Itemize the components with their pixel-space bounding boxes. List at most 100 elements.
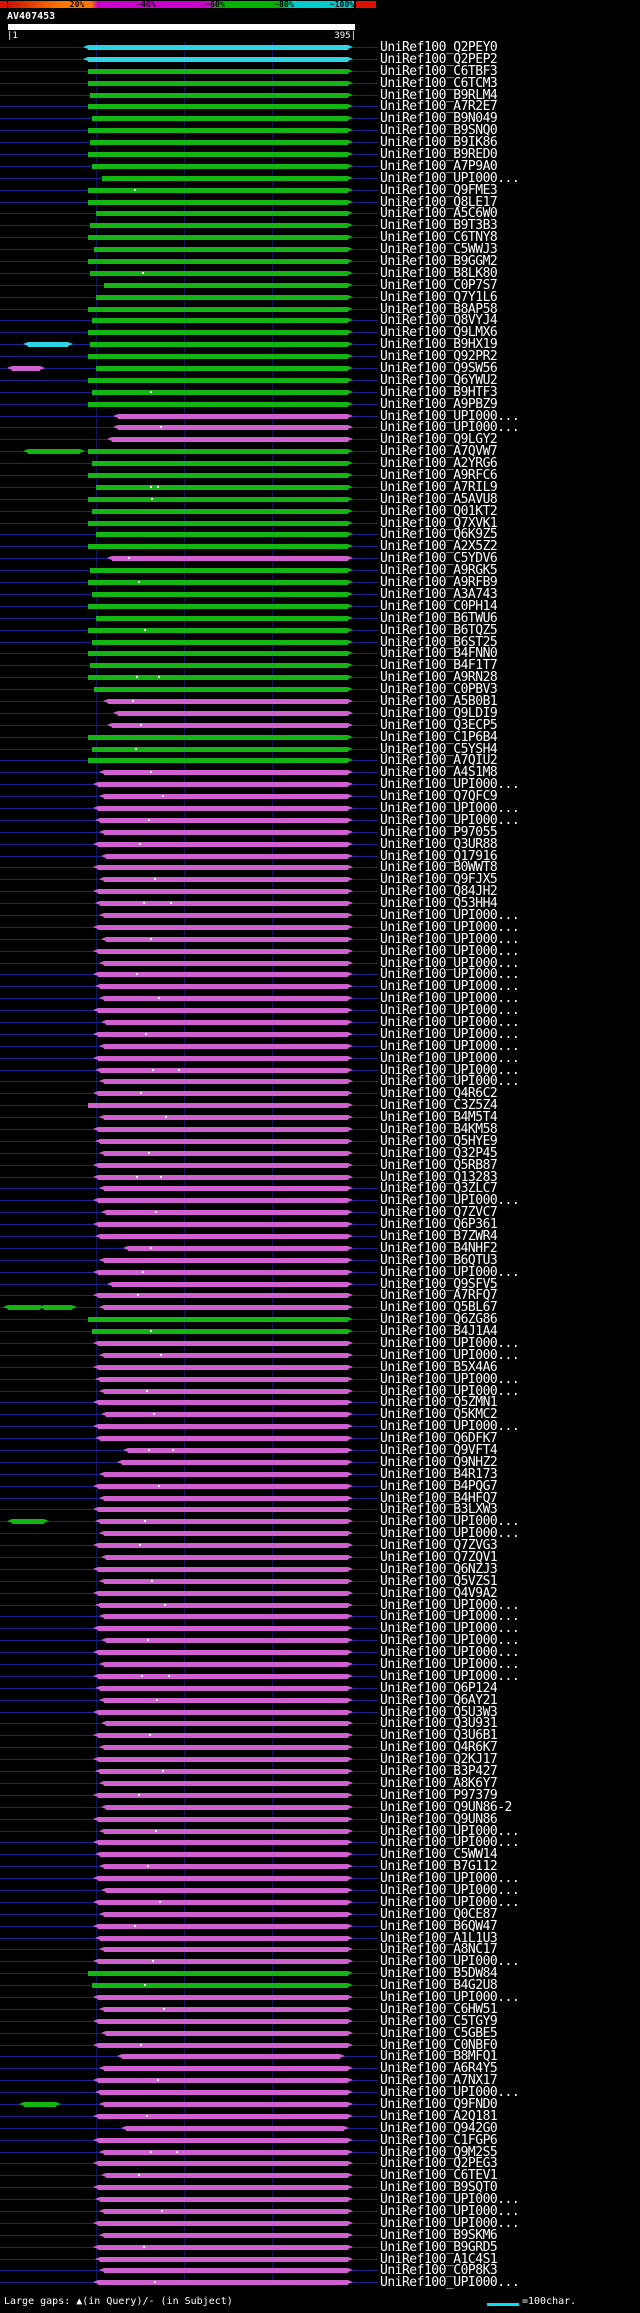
- hit-label[interactable]: UniRef100_C0PBV3: [380, 682, 498, 698]
- hit-bar[interactable]: [104, 1388, 348, 1394]
- hit-label[interactable]: UniRef100_UPI000...: [380, 812, 520, 828]
- hit-label[interactable]: UniRef100_P97379: [380, 1787, 498, 1803]
- hit-label[interactable]: UniRef100_UPI000...: [380, 1989, 520, 2005]
- hit-label[interactable]: UniRef100_B9RED0: [380, 147, 498, 162]
- hit-label[interactable]: UniRef100_B9HTF3: [380, 384, 498, 400]
- hit-label[interactable]: UniRef100_C1P6B4: [380, 729, 498, 745]
- hit-bar[interactable]: [104, 2149, 348, 2155]
- hit-label[interactable]: UniRef100_C5TGY9: [380, 2013, 498, 2029]
- hit-label[interactable]: UniRef100_UPI000...: [380, 1823, 520, 1839]
- hit-bar[interactable]: [108, 698, 348, 704]
- hit-bar[interactable]: [98, 1543, 348, 1549]
- hit-bar[interactable]: [92, 746, 348, 752]
- hit-bar[interactable]: [98, 2137, 348, 2143]
- hit-label[interactable]: UniRef100_A7QIU2: [380, 753, 498, 769]
- hit-label[interactable]: UniRef100_A5C6W0: [380, 206, 498, 222]
- hit-label[interactable]: UniRef100_A9PBZ9: [380, 396, 498, 412]
- hit-label[interactable]: UniRef100_Q942G0: [380, 2120, 498, 2136]
- hit-label[interactable]: UniRef100_UPI000...: [380, 1003, 520, 1019]
- hit-bar[interactable]: [88, 259, 348, 265]
- hit-bar[interactable]: [88, 68, 348, 74]
- hit-bar[interactable]: [98, 1400, 348, 1406]
- hit-bar[interactable]: [104, 1864, 348, 1870]
- hit-label[interactable]: UniRef100_Q7ZQV1: [380, 1550, 498, 1566]
- hit-bar[interactable]: [92, 591, 348, 597]
- hit-bar[interactable]: [92, 1983, 348, 1989]
- hit-label[interactable]: UniRef100_UPI000...: [380, 170, 520, 186]
- hit-label[interactable]: UniRef100_B5DW84: [380, 1966, 498, 1982]
- hit-label[interactable]: UniRef100_UPI000...: [380, 2085, 520, 2101]
- hit-bar[interactable]: [100, 1376, 348, 1382]
- hit-label[interactable]: UniRef100_B9SQT0: [380, 2180, 498, 2196]
- hit-bar[interactable]: [90, 342, 348, 348]
- hit-bar[interactable]: [128, 1448, 348, 1454]
- hit-label[interactable]: UniRef100_Q4R6K7: [380, 1740, 498, 1756]
- hit-label[interactable]: UniRef100_Q4R6C2: [380, 1086, 498, 1102]
- hit-label[interactable]: UniRef100_UPI000...: [380, 1514, 520, 1530]
- hit-bar[interactable]: [104, 1947, 348, 1953]
- hit-label[interactable]: UniRef100_UPI000...: [380, 1264, 520, 1280]
- hit-label[interactable]: UniRef100_C5YSH4: [380, 741, 498, 757]
- hit-label[interactable]: UniRef100_A7R2E7: [380, 99, 498, 115]
- hit-label[interactable]: UniRef100_UPI000...: [380, 1026, 520, 1042]
- hit-label[interactable]: UniRef100_UPI000...: [380, 1609, 520, 1625]
- hit-bar[interactable]: [100, 1935, 348, 1941]
- hit-label[interactable]: UniRef100_UPI000...: [380, 2215, 520, 2231]
- hit-label[interactable]: UniRef100_UPI000...: [380, 800, 520, 816]
- hit-bar[interactable]: [104, 960, 348, 966]
- hit-label[interactable]: UniRef100_C6TCM3: [380, 75, 498, 91]
- hit-label[interactable]: UniRef100_B8MFQ1: [380, 2049, 498, 2065]
- hit-bar[interactable]: [104, 1352, 348, 1358]
- hit-label[interactable]: UniRef100_Q3ZLC7: [380, 1181, 498, 1197]
- hit-label[interactable]: UniRef100_UPI000...: [380, 1668, 520, 1684]
- hit-label[interactable]: UniRef100_Q5U3W3: [380, 1704, 498, 1720]
- hit-bar[interactable]: [98, 1959, 348, 1965]
- hit-label[interactable]: UniRef100_B6QTU3: [380, 1252, 498, 1268]
- hit-bar[interactable]: [98, 1733, 348, 1739]
- hit-bar[interactable]: [90, 92, 348, 98]
- hit-label[interactable]: UniRef100_C5YDV6: [380, 551, 498, 567]
- hit-bar[interactable]: [98, 1626, 348, 1632]
- hit-bar[interactable]: [92, 163, 348, 169]
- hit-label[interactable]: UniRef100_UPI000...: [380, 955, 520, 971]
- hit-bar[interactable]: [96, 484, 348, 490]
- hit-label[interactable]: UniRef100_UPI000...: [380, 1193, 520, 1209]
- hit-bar[interactable]: [106, 2173, 348, 2179]
- hit-bar[interactable]: [122, 2054, 340, 2060]
- hit-bar[interactable]: [98, 782, 348, 788]
- hit-bar[interactable]: [98, 2078, 348, 2084]
- hit-bar[interactable]: [88, 449, 348, 455]
- hit-label[interactable]: UniRef100_C5WWJ3: [380, 242, 498, 258]
- hit-label[interactable]: UniRef100_Q8LE17: [380, 194, 498, 210]
- hit-bar[interactable]: [98, 1341, 348, 1346]
- hit-label[interactable]: UniRef100_UPI000...: [380, 1621, 520, 1637]
- hit-label[interactable]: UniRef100_Q5BL67: [380, 1300, 498, 1316]
- hit-label[interactable]: UniRef100_UPI000...: [380, 1347, 520, 1363]
- hit-bar[interactable]: [88, 128, 348, 134]
- hit-bar[interactable]: [98, 1507, 348, 1513]
- hit-bar[interactable]: [98, 2280, 348, 2286]
- hit-label[interactable]: UniRef100_C5GBE5: [380, 2025, 498, 2041]
- hit-bar[interactable]: [98, 948, 348, 954]
- hit-bar[interactable]: [106, 1019, 348, 1025]
- hit-bar[interactable]: [94, 687, 348, 693]
- hit-label[interactable]: UniRef100_B9RLM4: [380, 87, 498, 103]
- hit-bar[interactable]: [98, 1792, 348, 1798]
- hit-label[interactable]: UniRef100_UPI000...: [380, 1050, 520, 1066]
- hit-bar[interactable]: [88, 651, 348, 657]
- hit-bar[interactable]: [88, 354, 348, 360]
- hit-bar[interactable]: [98, 1269, 348, 1275]
- hit-bar[interactable]: [92, 318, 348, 324]
- hit-bar[interactable]: [104, 912, 348, 918]
- hit-label[interactable]: UniRef100_UPI000...: [380, 2275, 520, 2291]
- hit-label[interactable]: UniRef100_B9HX19: [380, 337, 498, 353]
- hit-bar[interactable]: [90, 568, 348, 574]
- hit-label[interactable]: UniRef100_UPI000...: [380, 1383, 520, 1399]
- hit-bar[interactable]: [104, 996, 348, 1002]
- hit-bar[interactable]: [12, 1519, 44, 1525]
- hit-bar[interactable]: [100, 984, 348, 990]
- hit-bar[interactable]: [104, 2006, 348, 2012]
- hit-bar[interactable]: [104, 1911, 348, 1917]
- hit-bar[interactable]: [112, 556, 348, 562]
- hit-bar[interactable]: [98, 1162, 348, 1168]
